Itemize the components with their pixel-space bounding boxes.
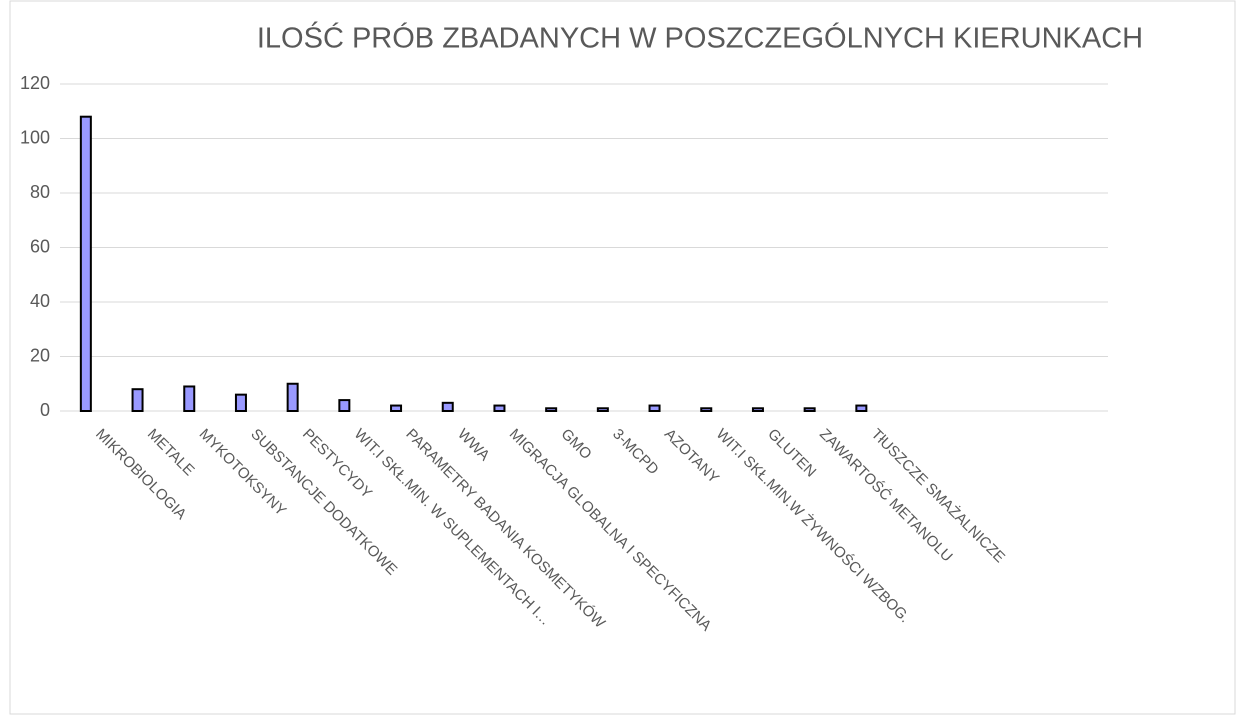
bar (183, 385, 196, 413)
y-tick-label: 20 (30, 345, 50, 365)
bar (648, 404, 661, 412)
chart-frame (9, 0, 1236, 715)
y-tick-label: 40 (30, 291, 50, 311)
chart-title: ILOŚĆ PRÓB ZBADANYCH W POSZCZEGÓLNYCH KI… (257, 21, 1143, 55)
y-tick-label: 60 (30, 236, 50, 256)
y-tick-label: 120 (20, 73, 50, 93)
bar (338, 399, 351, 413)
bar (803, 407, 816, 412)
y-tick-label: 0 (40, 400, 50, 420)
bar (131, 388, 144, 413)
bar (286, 382, 299, 412)
bar (79, 115, 92, 412)
y-tick-label: 80 (30, 182, 50, 202)
bar (700, 407, 713, 412)
bar (390, 404, 403, 412)
bar (751, 407, 764, 412)
bar (441, 401, 454, 413)
bar (234, 393, 247, 412)
bar (596, 407, 609, 412)
bar (545, 407, 558, 412)
bar (493, 404, 506, 412)
bar (855, 404, 868, 412)
y-tick-label: 100 (20, 127, 50, 147)
